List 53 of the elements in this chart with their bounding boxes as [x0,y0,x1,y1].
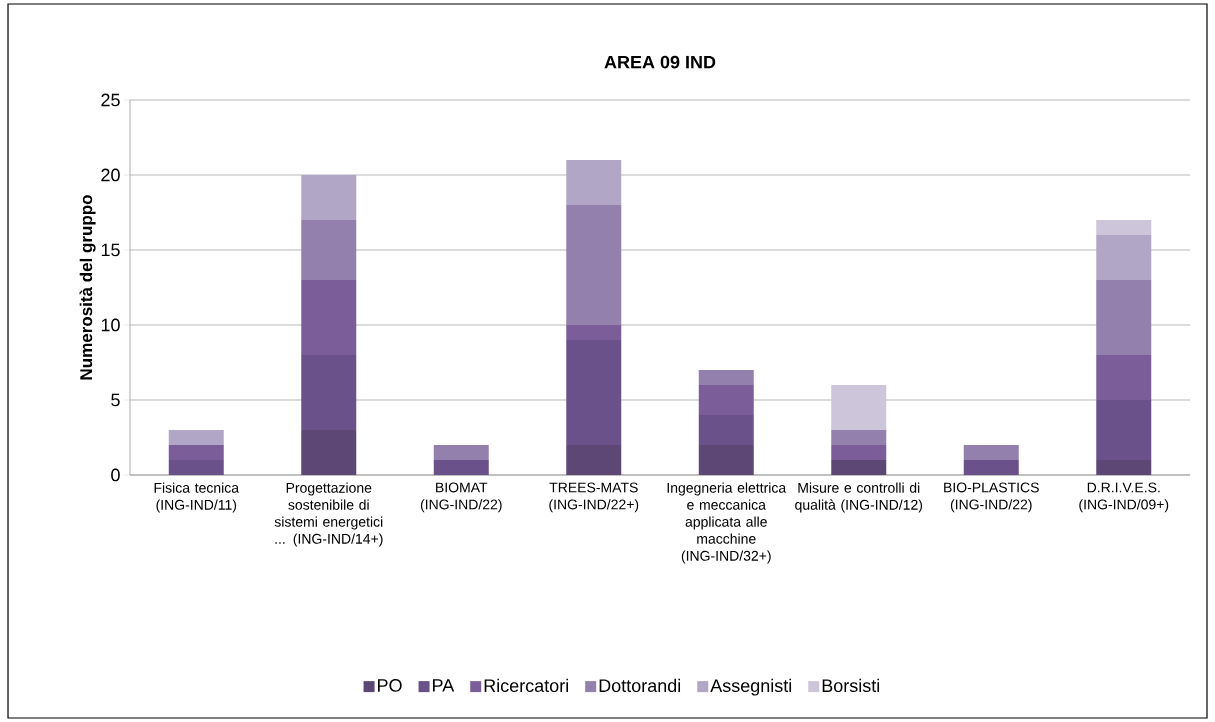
y-tick-label: 15 [101,243,120,257]
bar [963,459,1019,475]
x-tick-label: Ingegneria elettrica e meccanica applicata alle macchine (ING-IND/32+) [667,482,787,564]
x-tick-label: BIO-PLASTICS (ING-IND/22) [944,482,1039,513]
bar [566,204,622,325]
bar [168,429,224,445]
legend-label: Dottorandi [599,678,681,693]
legend-label: Ricercatori [484,678,568,693]
y-tick-label: 25 [101,93,120,107]
bar [698,414,754,445]
bar [566,159,622,205]
bar [1096,354,1152,400]
bar [566,339,622,445]
bar [1096,279,1152,355]
bar [301,279,357,355]
x-tick-label: D.R.I.V.E.S. (ING-IND/09+) [1079,482,1169,513]
legend-label: Borsisti [822,678,880,693]
x-tick-label: BIOMAT (ING-IND/22) [420,482,502,513]
legend-label: Assegnisti [710,678,792,696]
bar [168,444,224,460]
y-axis-title: Numerosità del gruppo [79,195,96,380]
chart-title: AREA 09 IND [604,55,716,69]
bar [831,429,887,445]
x-tick-label: Fisica tecnica (ING-IND/11) [154,482,240,513]
x-tick-label: TREES-MATS (ING-IND/22+) [549,482,639,513]
bar [1096,399,1152,460]
bar [698,369,754,385]
bar [831,459,887,475]
bar [1096,234,1152,280]
bar [433,444,489,460]
legend-label: PO [378,679,402,692]
legend-label: PA [433,679,455,692]
bar [963,444,1019,460]
bar [566,324,622,340]
y-tick-label: 5 [111,393,120,407]
x-tick-label: Progettazione sostenibile di sistemi energetici ... (ING-IND/14+) [274,482,383,547]
y-tick-label: 20 [101,168,120,182]
bar [301,429,357,475]
bar [698,444,754,475]
bar [301,219,357,280]
bar [1096,219,1152,235]
bar [301,174,357,220]
bar [566,444,622,475]
bar [831,384,887,430]
x-tick-label: Misure e controlli di qualità (ING-IND/12) [795,482,923,513]
y-tick-label: 10 [101,318,120,332]
bar [698,384,754,415]
bar [831,444,887,460]
y-tick-label: 0 [111,468,120,482]
bar [301,354,357,430]
bar [1096,459,1152,475]
bar [168,459,224,475]
bar [433,459,489,475]
